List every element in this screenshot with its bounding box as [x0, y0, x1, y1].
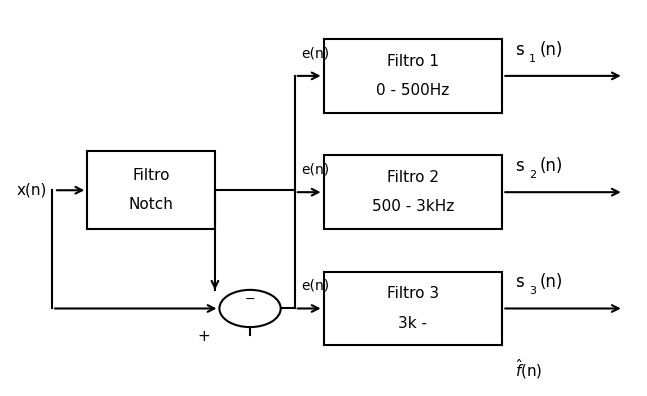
Text: 3: 3: [529, 286, 536, 296]
Bar: [87, 152, 215, 229]
Text: −: −: [245, 293, 256, 306]
Text: (n): (n): [540, 40, 563, 59]
Text: e(n): e(n): [301, 163, 329, 177]
Text: s: s: [515, 40, 524, 59]
Text: $\hat{f}$(n): $\hat{f}$(n): [515, 357, 543, 381]
Bar: [324, 39, 502, 113]
Text: Notch: Notch: [129, 198, 173, 213]
Text: 1: 1: [529, 53, 536, 63]
Text: 2: 2: [529, 170, 536, 180]
Bar: [324, 155, 502, 229]
Text: (n): (n): [540, 157, 563, 175]
Text: Filtro: Filtro: [132, 168, 170, 183]
Text: x(n): x(n): [17, 183, 47, 198]
Text: 3k -: 3k -: [399, 316, 428, 331]
Text: s: s: [515, 273, 524, 291]
Bar: [324, 272, 502, 345]
Text: s: s: [515, 157, 524, 175]
Text: 0 - 500Hz: 0 - 500Hz: [377, 83, 450, 98]
Text: Filtro 3: Filtro 3: [387, 286, 439, 301]
Text: +: +: [198, 329, 210, 344]
Text: e(n): e(n): [301, 46, 329, 60]
Text: Filtro 1: Filtro 1: [387, 53, 439, 69]
Text: e(n): e(n): [301, 279, 329, 293]
Text: 500 - 3kHz: 500 - 3kHz: [372, 200, 454, 214]
Text: (n): (n): [540, 273, 563, 291]
Text: Filtro 2: Filtro 2: [387, 170, 439, 185]
